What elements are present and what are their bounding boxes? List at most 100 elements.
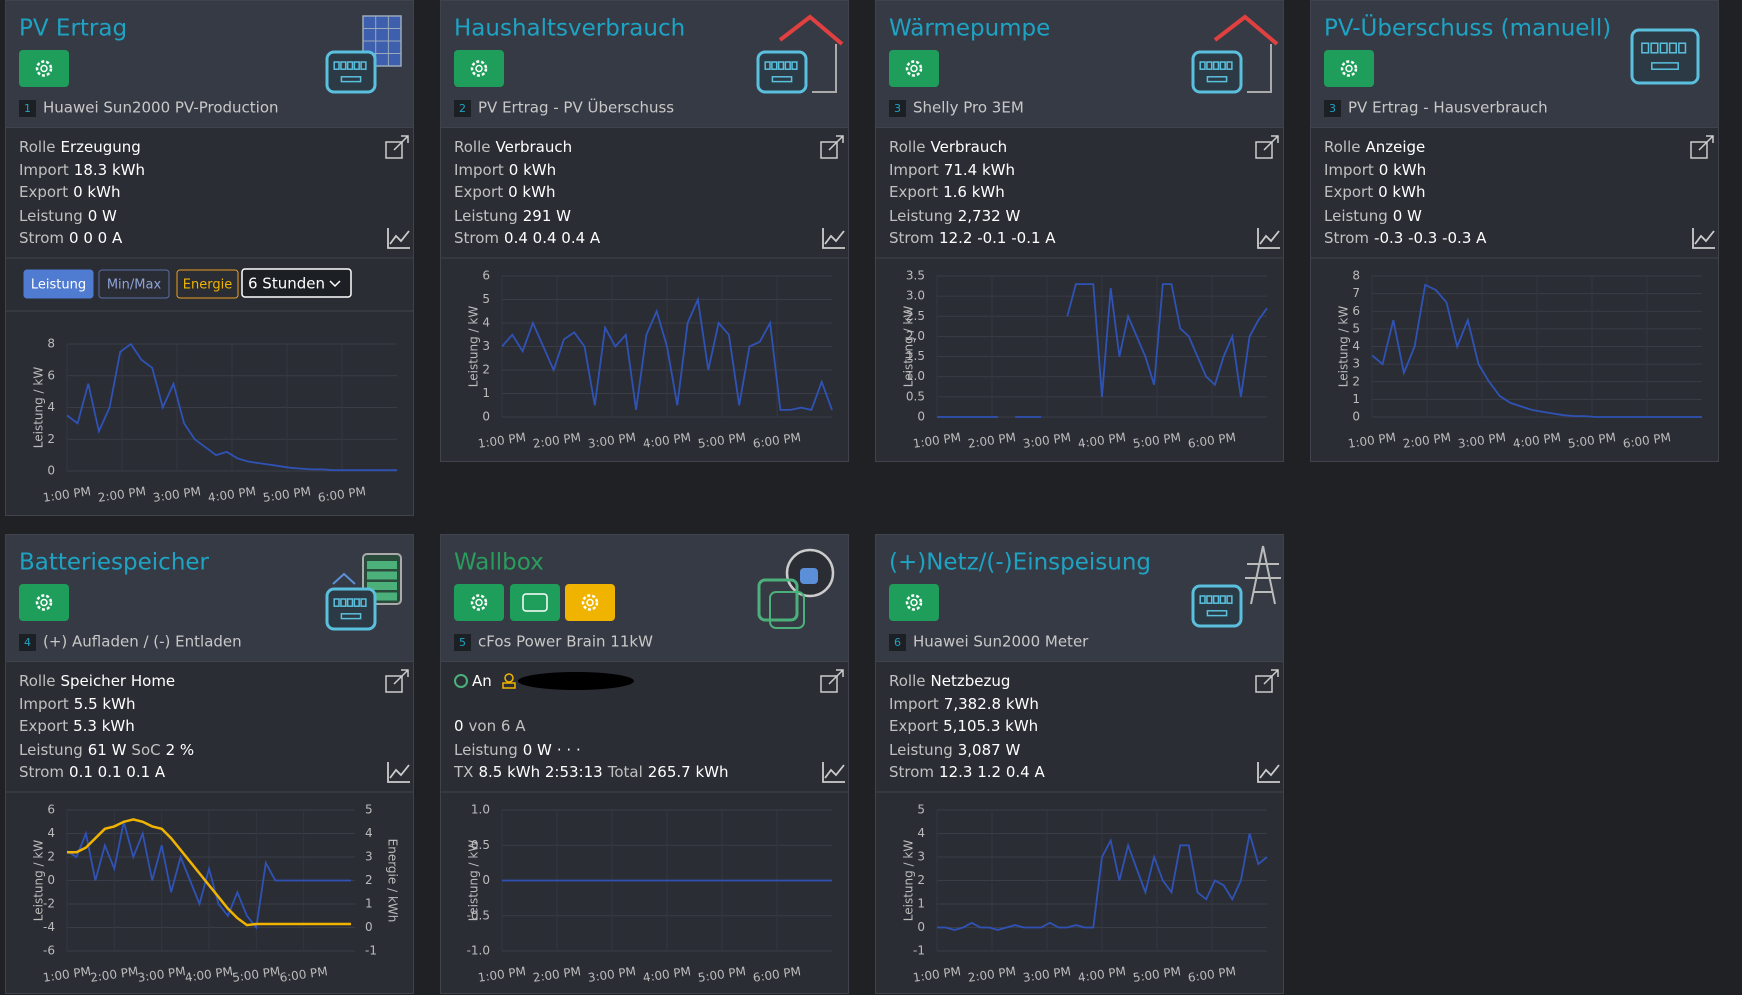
expand-icon[interactable] [1690,141,1708,159]
chevron [329,280,341,288]
expand-icon[interactable] [1255,675,1273,693]
x-tick-label: 5:00 PM [697,430,747,451]
chart-icon[interactable] [1257,228,1280,249]
battery-cell [367,571,397,580]
range-select[interactable] [241,268,352,298]
badge: 4 [24,636,31,649]
info-row: Import 71.4 kWh [889,161,1015,179]
y2-tick-label: 4 [365,826,373,840]
y-tick-label: 4 [482,316,490,330]
y-axis-label: Leistung / kW [32,367,46,449]
settings-button[interactable] [889,584,939,621]
card: Wallbox 5 cFos Power Brain 11kW An 0 von 6 A L… [440,534,849,994]
expand-icon[interactable] [385,675,403,693]
badge-bg [889,100,906,117]
y-axis-label: Leistung / kW [902,306,916,388]
y-tick-label: 1.0 [471,803,490,817]
info-row: Rolle Verbrauch [889,138,1007,156]
settings-button[interactable] [454,584,504,621]
chart-icon[interactable] [1692,228,1715,249]
card: PV-Überschuss (manuell) 3 PV Ertrag - Haus… [1310,0,1719,462]
info-label: Rolle [454,138,491,156]
x-tick-label: 1:00 PM [477,430,527,451]
info-label: Export [889,183,938,201]
x-tick-label: 1:00 PM [1347,430,1397,451]
meter-digit [1212,61,1220,70]
info-value: 5.3 kWh [73,717,135,735]
x-tick-label: 5:00 PM [697,964,747,985]
y2-tick-label: 0 [365,920,373,934]
info-row: Strom 0.1 0.1 0.1 A [19,763,166,781]
settings-button[interactable] [19,584,69,621]
expand-icon[interactable] [385,141,403,159]
info-label: Leistung [19,207,83,225]
gear-icon [475,64,483,73]
y-tick-label: 3.5 [906,269,925,283]
y2-tick-label: 5 [365,803,373,817]
x-tick-label: 1:00 PM [912,430,962,451]
info-label: Rolle [19,138,56,156]
meter-digit [1219,61,1226,70]
info-label: Rolle [1324,138,1361,156]
info-value: 0 kWh [509,161,556,179]
roof [778,14,844,46]
settings-button[interactable] [1324,50,1374,87]
expand-icon[interactable] [820,675,838,693]
expand-arrow [828,669,844,685]
info-value: Netzbezug [931,672,1011,690]
expand-arrow [393,135,409,151]
info-label: Export [454,183,503,201]
info-row: Import 7,382.8 kWh [889,695,1039,713]
info-row: Leistung 291 W [454,207,571,225]
x-tick-label: 1:00 PM [42,964,92,985]
card-title: PV Ertrag [19,16,127,42]
expand-arrow [393,669,409,685]
x-tick-label: 4:00 PM [1077,964,1127,985]
info-row: 0 von 6 A [454,717,526,735]
x-tick-label: 1:00 PM [477,964,527,985]
toggle-button[interactable] [176,269,239,299]
y-tick-label: 8 [47,337,55,351]
chart-icon[interactable] [1257,762,1280,783]
meter-icon [1191,50,1243,94]
subtitle: PV Ertrag - PV Überschuss [478,98,674,117]
chart-icon[interactable] [822,762,845,783]
chart-icon[interactable] [387,228,410,249]
chart-icon[interactable] [822,228,845,249]
x-tick-label: 5:00 PM [262,484,312,505]
badge: 6 [894,636,901,649]
info-label: Leistung [889,207,953,225]
settings-button[interactable] [454,50,504,87]
info-row: Leistung 0 W [1324,207,1422,225]
info-label: Leistung [889,741,953,759]
info-row: Strom 0.4 0.4 0.4 A [454,229,601,247]
meter-digit [353,598,360,607]
x-tick-label: 4:00 PM [207,484,257,505]
y-tick-label: -6 [43,944,55,958]
user-icon [502,682,516,689]
info-label: Import [1324,161,1374,179]
info-value: 5.5 kWh [74,695,136,713]
y-axis-label: Leistung / kW [467,840,481,922]
chart-icon[interactable] [387,762,410,783]
meter-digit [1678,42,1687,54]
y-tick-label: 0 [1352,410,1360,424]
expand-icon[interactable] [820,141,838,159]
meter-digit [346,61,354,70]
meter-icon [325,50,377,94]
info-value: · · · [557,741,581,759]
toggle-button[interactable] [98,269,170,299]
settings-button[interactable] [889,50,939,87]
toggle-button[interactable] [23,269,94,299]
expand-arrow [1698,135,1714,151]
info-label: Strom [1324,229,1369,247]
info-value: 2,732 W [958,207,1021,225]
meter-digit [1219,595,1226,604]
meter-button[interactable] [510,584,560,621]
meter-digit [1199,61,1206,70]
settings-button[interactable] [19,50,69,87]
expand-icon[interactable] [1255,141,1273,159]
x-tick-label: 6:00 PM [317,484,367,505]
y-tick-label: 5 [917,803,925,817]
settings-button[interactable] [565,584,615,621]
